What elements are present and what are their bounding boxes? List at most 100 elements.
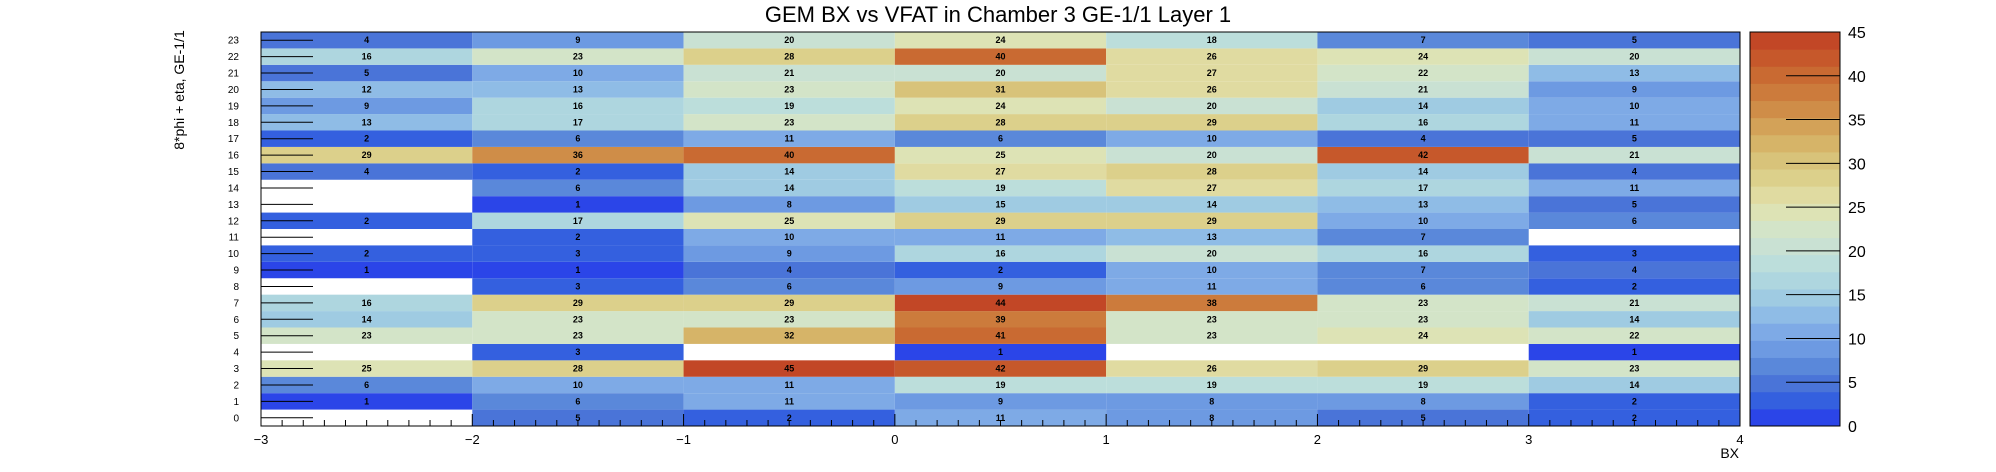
heatmap-cell	[1528, 343, 1740, 361]
heatmap-cell	[472, 278, 684, 295]
heatmap-cell	[261, 97, 473, 115]
cell-value-label: 11	[996, 232, 1006, 242]
y-tick-label: 19	[228, 101, 240, 112]
heatmap-cell	[1317, 32, 1529, 49]
heatmap-cell	[894, 179, 1107, 197]
cell-value-label: 16	[1418, 117, 1428, 127]
heatmap-cell	[683, 311, 895, 328]
heatmap-cell	[472, 343, 684, 361]
heatmap-cell	[261, 311, 473, 328]
cell-value-label: 5	[1632, 35, 1637, 45]
heatmap-cell	[683, 81, 895, 98]
color-scale-swatch	[1750, 203, 1840, 221]
cell-value-label: 41	[995, 331, 1005, 341]
cell-value-label: 5	[1632, 134, 1637, 144]
heatmap-cell	[1106, 163, 1318, 180]
heatmap-cell	[1317, 311, 1529, 328]
heatmap-cell	[1106, 81, 1318, 98]
heatmap-cell	[472, 48, 684, 65]
heatmap-cell	[894, 114, 1107, 131]
cell-value-label: 45	[784, 364, 794, 374]
color-scale-swatch	[1750, 288, 1840, 307]
heatmap-cell	[1528, 179, 1740, 197]
z-tick-label: 15	[1848, 288, 1866, 305]
cell-value-label: 23	[573, 331, 583, 341]
z-tick-label: 10	[1848, 331, 1866, 348]
y-tick-label: 20	[228, 85, 240, 96]
heatmap-cell	[1317, 376, 1529, 394]
heatmap-cell	[1106, 32, 1318, 49]
heatmap-cell	[894, 163, 1107, 180]
color-scale-swatch	[1750, 66, 1840, 84]
cell-value-label: 23	[1207, 314, 1217, 324]
heatmap-cell	[1528, 327, 1740, 344]
heatmap-cell	[261, 327, 473, 344]
heatmap-cell	[472, 114, 684, 131]
heatmap-cell	[1528, 261, 1740, 279]
cell-value-label: 6	[575, 396, 580, 406]
heatmap-cell	[683, 163, 895, 180]
cell-value-label: 10	[1629, 101, 1639, 111]
cell-value-label: 14	[784, 183, 794, 193]
cell-value-label: 29	[995, 216, 1005, 226]
heatmap-cell	[1106, 114, 1318, 131]
heatmap-cell	[1106, 48, 1318, 65]
cell-value-label: 18	[1207, 35, 1217, 45]
cell-value-label: 5	[1632, 199, 1637, 209]
color-scale-swatch	[1750, 408, 1840, 427]
cell-value-label: 25	[784, 216, 794, 226]
cell-value-label: 29	[573, 298, 583, 308]
heatmap-cell	[472, 245, 684, 262]
cell-value-label: 40	[784, 150, 794, 160]
cell-value-label: 24	[1418, 331, 1428, 341]
heatmap-cell	[261, 212, 473, 229]
heatmap-cell	[261, 81, 473, 98]
cell-value-label: 6	[787, 281, 792, 291]
heatmap-cell	[894, 343, 1107, 361]
y-tick-label: 6	[233, 315, 239, 326]
heatmap-cell	[894, 311, 1107, 328]
cell-value-label: 9	[1632, 84, 1637, 94]
heatmap-cell	[472, 229, 684, 246]
heatmap-cell	[1106, 64, 1318, 82]
cell-value-label: 3	[575, 249, 580, 259]
heatmap-cell	[472, 294, 684, 312]
heatmap-cell	[1528, 64, 1740, 82]
heatmap-cell	[261, 114, 473, 131]
heatmap-cell	[683, 360, 895, 377]
x-tick-label: 3	[1525, 432, 1532, 447]
heatmap-cell	[1317, 81, 1529, 98]
color-scale-swatch	[1750, 323, 1840, 341]
cell-value-label: 8	[1209, 396, 1214, 406]
heatmap-cell	[472, 97, 684, 115]
z-tick-label: 30	[1848, 156, 1866, 173]
heatmap-cell	[1106, 393, 1318, 410]
cell-value-label: 6	[364, 380, 369, 390]
cell-value-label: 36	[573, 150, 583, 160]
cell-value-label: 2	[1632, 281, 1637, 291]
y-tick-label: 5	[233, 331, 239, 342]
cell-value-label: 1	[575, 265, 580, 275]
heatmap-cells	[261, 32, 1740, 426]
heatmap-cell	[1106, 146, 1318, 164]
color-scale-swatch	[1750, 32, 1840, 50]
cell-value-label: 23	[362, 331, 372, 341]
heatmap-cell	[261, 32, 473, 49]
y-tick-label: 12	[228, 216, 240, 227]
heatmap-cell	[1106, 376, 1318, 394]
y-tick-label: 1	[233, 397, 239, 408]
cell-value-label: 10	[1207, 134, 1217, 144]
cell-value-label: 8	[1421, 396, 1426, 406]
heatmap-cell	[1106, 97, 1318, 115]
cell-value-label: 44	[995, 298, 1005, 308]
heatmap-cell	[683, 409, 895, 426]
cell-value-label: 26	[1207, 52, 1217, 62]
cell-value-label: 10	[573, 68, 583, 78]
color-scale-ticks: 0 5 10 15 20 25 30 35 40 45	[1786, 25, 1866, 436]
heatmap-cell	[894, 32, 1107, 49]
cell-value-label: 20	[995, 68, 1005, 78]
heatmap-cell	[1106, 360, 1318, 377]
cell-value-label: 14	[1418, 101, 1428, 111]
heatmap-cell	[1528, 376, 1740, 394]
